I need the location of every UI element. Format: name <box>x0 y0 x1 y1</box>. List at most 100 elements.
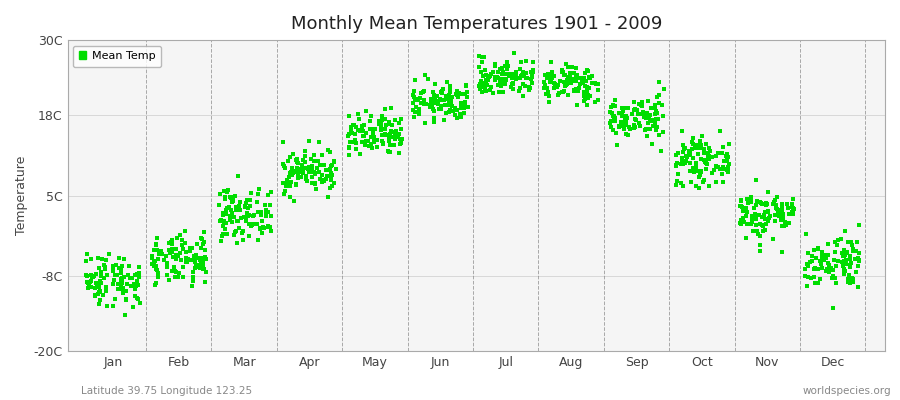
Point <box>749 216 763 222</box>
Point <box>92 289 106 295</box>
Text: Latitude 39.75 Longitude 123.25: Latitude 39.75 Longitude 123.25 <box>81 386 252 396</box>
Point <box>461 104 475 110</box>
Point <box>165 241 179 248</box>
Point <box>776 213 790 219</box>
Point <box>309 186 323 192</box>
Point <box>691 151 706 157</box>
Point <box>412 95 427 101</box>
Point <box>426 106 440 112</box>
Point <box>379 121 393 128</box>
Point <box>293 174 308 180</box>
Point <box>676 182 690 189</box>
Point <box>193 257 207 263</box>
Point <box>632 100 646 107</box>
Point <box>445 103 459 110</box>
Point <box>733 220 747 226</box>
Point <box>844 279 859 285</box>
Point <box>175 237 189 244</box>
Point <box>393 139 408 146</box>
Point <box>837 271 851 277</box>
Point <box>821 241 835 247</box>
Point <box>216 231 230 238</box>
Point <box>842 272 857 278</box>
Point <box>825 305 840 312</box>
Point <box>787 196 801 202</box>
Point <box>603 120 617 126</box>
Point <box>258 211 273 218</box>
Point <box>604 104 618 110</box>
Text: worldspecies.org: worldspecies.org <box>803 386 891 396</box>
Point <box>435 90 449 96</box>
Point <box>364 140 378 147</box>
Point <box>111 280 125 287</box>
Point <box>778 221 793 228</box>
Point <box>488 62 502 68</box>
Point <box>481 73 495 80</box>
Point <box>159 253 174 260</box>
Point <box>546 80 561 86</box>
Point <box>845 242 859 248</box>
Point <box>217 218 231 224</box>
Point <box>634 101 648 108</box>
Point <box>376 140 391 146</box>
Point <box>165 237 179 244</box>
Point <box>152 251 166 257</box>
Point <box>416 89 430 95</box>
Point <box>388 135 402 142</box>
Point <box>670 150 685 156</box>
Point <box>480 82 494 88</box>
Point <box>356 133 371 139</box>
Point <box>616 108 631 114</box>
Point <box>680 158 694 164</box>
Point <box>114 277 129 283</box>
Point <box>325 182 339 189</box>
Point <box>347 139 362 146</box>
Point <box>253 224 267 231</box>
Point <box>579 77 593 84</box>
Point <box>749 177 763 183</box>
Point <box>838 228 852 234</box>
Point <box>276 163 291 170</box>
Point <box>291 175 305 182</box>
Point <box>91 291 105 297</box>
Point <box>818 268 832 274</box>
Point <box>626 99 641 106</box>
Point <box>105 302 120 309</box>
Point <box>276 139 291 146</box>
Point <box>436 86 450 93</box>
Point <box>439 93 454 100</box>
Point <box>349 124 364 130</box>
Point <box>814 253 829 259</box>
Point <box>567 78 581 84</box>
Point <box>851 263 866 270</box>
Point <box>637 114 652 120</box>
Point <box>223 194 238 200</box>
Point <box>572 75 586 82</box>
Point <box>554 78 568 84</box>
Point <box>688 145 703 152</box>
Point <box>492 89 507 96</box>
Point <box>389 128 403 134</box>
Point <box>231 218 246 224</box>
Point <box>385 122 400 128</box>
Point <box>569 78 583 84</box>
Point <box>496 69 510 76</box>
Point <box>577 88 591 95</box>
Point <box>477 82 491 88</box>
Point <box>798 230 813 237</box>
Point <box>505 71 519 77</box>
Point <box>620 104 634 111</box>
Point <box>314 176 328 183</box>
Point <box>839 260 853 267</box>
Point <box>233 207 248 213</box>
Point <box>236 236 250 243</box>
Point <box>125 304 140 310</box>
Point <box>544 75 559 81</box>
Point <box>100 303 114 310</box>
Point <box>94 288 108 294</box>
Point <box>843 264 858 270</box>
Point <box>509 69 524 76</box>
Point <box>547 84 562 91</box>
Point <box>518 74 533 81</box>
Point <box>355 124 369 130</box>
